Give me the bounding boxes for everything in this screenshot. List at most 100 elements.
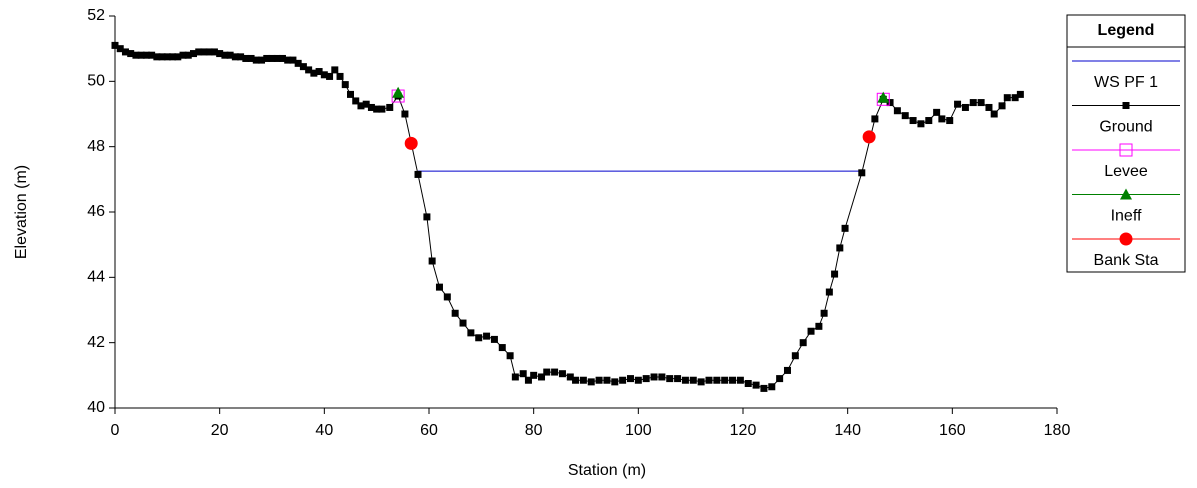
data-point (475, 334, 483, 342)
data-point (278, 54, 286, 62)
data-point (752, 381, 760, 389)
data-point (247, 54, 255, 62)
data-point (174, 53, 182, 61)
data-point (467, 329, 475, 337)
data-point (530, 371, 538, 379)
x-tick-label: 60 (420, 422, 438, 439)
legend-marker (1119, 232, 1133, 246)
y-tick-label: 46 (87, 203, 105, 220)
data-point (341, 81, 349, 89)
data-point (116, 45, 124, 53)
data-point (705, 376, 713, 384)
data-point (216, 50, 224, 58)
data-point (289, 56, 297, 64)
data-point (483, 332, 491, 340)
data-point (642, 375, 650, 383)
data-point (877, 91, 890, 103)
data-point (367, 103, 375, 111)
x-tick-label: 140 (834, 422, 861, 439)
data-point (205, 48, 213, 56)
data-point (443, 293, 451, 301)
data-point (451, 309, 459, 317)
data-point (551, 368, 559, 376)
data-point (258, 56, 266, 64)
data-point (871, 115, 879, 123)
data-point (744, 380, 752, 387)
data-point (401, 110, 409, 118)
data-point (815, 322, 823, 330)
legend-label: WS PF 1 (1094, 74, 1158, 91)
data-point (579, 376, 587, 384)
data-point (242, 54, 250, 62)
data-point (305, 66, 313, 74)
data-point (836, 244, 844, 252)
data-point (373, 105, 381, 113)
data-point (347, 90, 354, 98)
data-point (595, 376, 603, 384)
data-point (273, 54, 281, 62)
legend-title: Legend (1098, 22, 1155, 39)
data-point (831, 270, 839, 278)
data-point (190, 50, 197, 58)
data-point (768, 383, 776, 391)
data-point (331, 66, 339, 74)
data-point (315, 68, 323, 76)
data-point (137, 51, 145, 59)
data-point (506, 352, 514, 360)
data-point (221, 51, 229, 59)
data-point (179, 51, 187, 59)
data-point (611, 378, 619, 386)
y-tick-label: 44 (87, 269, 105, 286)
data-point (132, 51, 140, 59)
data-point (791, 352, 799, 360)
data-point (862, 130, 876, 144)
data-point (858, 169, 866, 177)
data-point (697, 378, 705, 386)
x-tick-label: 160 (939, 422, 966, 439)
data-point (121, 48, 129, 56)
data-point (729, 376, 737, 384)
data-point (142, 51, 150, 59)
legend-marker (1119, 143, 1133, 157)
legend-label: Ineff (1111, 208, 1142, 225)
data-point (841, 224, 849, 232)
data-point (674, 375, 682, 383)
data-point (721, 376, 729, 384)
data-point (909, 117, 917, 125)
data-point (566, 373, 574, 381)
data-point (195, 48, 203, 56)
legend-label: Bank Sta (1094, 252, 1159, 269)
data-point (362, 100, 370, 108)
data-point (807, 327, 815, 335)
x-tick-label: 40 (315, 422, 333, 439)
data-point (435, 283, 443, 291)
data-point (111, 41, 119, 49)
data-point (153, 53, 161, 61)
data-point (783, 366, 791, 374)
y-tick-label: 40 (87, 399, 105, 416)
data-point (200, 48, 208, 56)
data-point (820, 309, 828, 317)
data-point (736, 376, 744, 384)
data-point (634, 376, 642, 384)
data-point (917, 120, 925, 128)
data-point (184, 51, 192, 59)
data-point (603, 376, 611, 384)
data-point (490, 335, 498, 343)
data-point (524, 376, 532, 384)
legend-label: Levee (1104, 163, 1148, 180)
data-point (414, 170, 422, 178)
x-axis-label: Station (m) (568, 462, 646, 479)
data-point (299, 63, 307, 71)
data-point (252, 56, 260, 64)
data-point (511, 373, 519, 381)
data-point (893, 107, 901, 115)
legend-marker (1122, 102, 1130, 109)
data-point (689, 376, 697, 384)
data-point (954, 100, 962, 108)
x-tick-label: 180 (1044, 422, 1071, 439)
data-point (169, 53, 177, 61)
data-point (799, 339, 807, 347)
data-point (713, 376, 721, 384)
data-point (1003, 94, 1011, 102)
